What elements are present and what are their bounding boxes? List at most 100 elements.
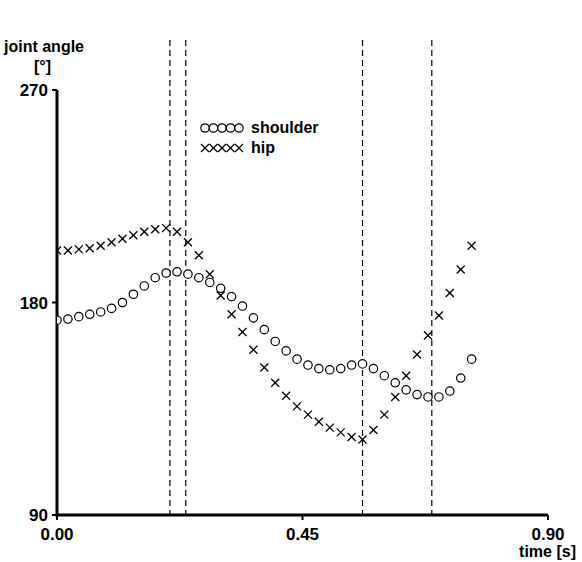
marker-stroke (162, 224, 170, 232)
data-point (435, 311, 443, 319)
marker-stroke (293, 402, 301, 410)
marker-stroke (315, 418, 323, 426)
data-point (468, 242, 476, 250)
data-point (151, 225, 159, 233)
data-point (326, 366, 334, 374)
marker-stroke (57, 247, 61, 255)
marker-stroke (210, 144, 218, 152)
legend-symbol (201, 144, 209, 152)
data-point (402, 372, 410, 380)
data-point (238, 328, 246, 336)
data-point (64, 315, 72, 323)
marker-stroke (468, 242, 476, 250)
marker-stroke (359, 435, 367, 443)
data-point (369, 426, 377, 434)
data-point (413, 390, 421, 398)
data-point (315, 364, 323, 372)
data-point (195, 274, 203, 282)
series-hip (57, 224, 476, 443)
marker-stroke (227, 144, 235, 152)
data-point (86, 244, 94, 252)
data-point (97, 242, 105, 250)
data-point (326, 424, 334, 432)
event-line (169, 40, 170, 515)
x-tick-label: 0.90 (531, 525, 564, 544)
legend-symbol (210, 144, 218, 152)
data-point (57, 247, 61, 255)
marker-stroke (217, 291, 225, 299)
marker-stroke (369, 426, 377, 434)
marker-stroke (238, 328, 246, 336)
marker-stroke (227, 144, 235, 152)
data-point (75, 245, 83, 253)
data-point (282, 392, 290, 400)
marker-stroke (380, 411, 388, 419)
marker-stroke (249, 346, 257, 354)
data-point (173, 228, 181, 236)
marker-stroke (424, 332, 432, 340)
marker-stroke (337, 428, 345, 436)
y-tick-label: 180 (20, 294, 48, 313)
marker-stroke (75, 245, 83, 253)
marker-stroke (97, 242, 105, 250)
marker-stroke (210, 144, 218, 152)
data-point (249, 346, 257, 354)
legend-symbol (209, 124, 217, 132)
data-point (304, 411, 312, 419)
marker-stroke (235, 144, 243, 152)
marker-stroke (108, 238, 116, 246)
marker-stroke (457, 265, 465, 273)
data-point (173, 268, 181, 276)
data-point (195, 251, 203, 259)
marker-stroke (118, 235, 126, 243)
marker-stroke (435, 311, 443, 319)
marker-stroke (108, 238, 116, 246)
data-point (446, 387, 454, 395)
marker-stroke (86, 244, 94, 252)
data-point (391, 379, 399, 387)
marker-stroke (282, 392, 290, 400)
data-point (402, 386, 410, 394)
data-point (358, 360, 366, 368)
event-line (362, 40, 363, 515)
marker-stroke (151, 225, 159, 233)
data-point (337, 428, 345, 436)
marker-stroke (162, 224, 170, 232)
marker-stroke (206, 270, 214, 278)
marker-stroke (402, 372, 410, 380)
legend-label: hip (251, 139, 275, 156)
marker-stroke (151, 225, 159, 233)
data-point (424, 332, 432, 340)
legend-symbol (227, 144, 235, 152)
data-point (304, 361, 312, 369)
marker-stroke (271, 379, 279, 387)
y-tick-label: 270 (20, 81, 48, 100)
marker-stroke (195, 251, 203, 259)
marker-stroke (218, 144, 226, 152)
marker-stroke (260, 363, 268, 371)
marker-stroke (184, 238, 192, 246)
marker-stroke (304, 411, 312, 419)
x-tick (547, 515, 549, 520)
series-shoulder (57, 268, 476, 402)
marker-stroke (326, 424, 334, 432)
marker-stroke (249, 346, 257, 354)
chart: 901802700.000.450.90joint angle[°]time [… (0, 0, 582, 562)
marker-stroke (435, 311, 443, 319)
marker-stroke (228, 310, 236, 318)
marker-stroke (315, 418, 323, 426)
data-point (140, 228, 148, 236)
y-axis-title-line: [°] (34, 58, 51, 75)
data-point (336, 364, 344, 372)
legend-label: shoulder (251, 119, 319, 136)
x-tick-label: 0.00 (40, 525, 73, 544)
data-point (271, 379, 279, 387)
data-point (293, 355, 301, 363)
data-point (57, 316, 61, 324)
legend-symbol (235, 124, 243, 132)
data-point (216, 284, 224, 292)
data-point (315, 418, 323, 426)
marker-stroke (64, 247, 72, 255)
marker-stroke (402, 372, 410, 380)
marker-stroke (337, 428, 345, 436)
